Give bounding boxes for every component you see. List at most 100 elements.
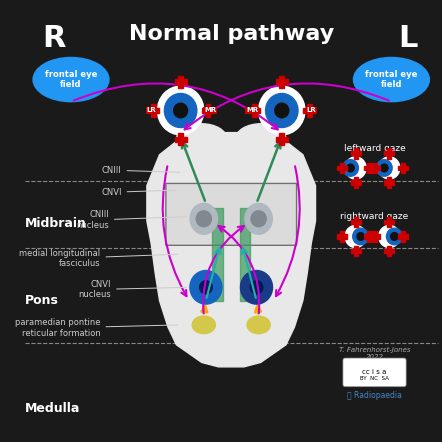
Ellipse shape [247, 316, 270, 334]
Text: CNIII
nucleus: CNIII nucleus [76, 210, 186, 230]
Bar [279, 76, 284, 88]
Circle shape [379, 157, 400, 179]
Text: CNVI: CNVI [101, 188, 176, 197]
FancyBboxPatch shape [343, 358, 406, 387]
Circle shape [381, 164, 388, 172]
Ellipse shape [176, 124, 227, 155]
Bar [354, 177, 358, 188]
Text: CNIII: CNIII [102, 166, 180, 175]
Bar [384, 249, 394, 253]
Bar [370, 166, 381, 170]
Bar [367, 231, 372, 242]
Bar [147, 108, 159, 113]
Bar [384, 220, 394, 224]
FancyBboxPatch shape [166, 183, 297, 245]
Text: rightward gaze: rightward gaze [340, 212, 409, 221]
Circle shape [259, 86, 305, 135]
Bar [276, 79, 288, 84]
Bar [351, 151, 361, 156]
Text: cc i s a: cc i s a [362, 369, 387, 375]
Text: Medulla: Medulla [25, 402, 80, 415]
Bar [339, 163, 344, 173]
Text: LR: LR [306, 107, 316, 114]
Bar [178, 76, 183, 88]
Bar [387, 246, 391, 256]
Polygon shape [147, 133, 316, 367]
Circle shape [200, 281, 212, 294]
Circle shape [345, 225, 366, 248]
Ellipse shape [236, 124, 286, 155]
Circle shape [190, 271, 222, 304]
Text: 🔵 Radiopaedia: 🔵 Radiopaedia [347, 391, 402, 400]
Bar [401, 231, 405, 242]
Bar [401, 163, 405, 173]
Bar [398, 234, 408, 239]
Text: Pons: Pons [25, 294, 58, 307]
Circle shape [353, 228, 369, 245]
Bar [337, 234, 347, 239]
Bar [307, 104, 312, 117]
Bar [151, 104, 156, 117]
Circle shape [266, 93, 298, 127]
Ellipse shape [192, 316, 215, 334]
Text: R: R [42, 24, 66, 53]
Text: MR: MR [246, 107, 259, 114]
Bar [398, 166, 408, 170]
Ellipse shape [33, 57, 109, 102]
Circle shape [157, 86, 204, 135]
Bar [354, 246, 358, 256]
Text: T. Fahrenhorst-Jones
2022: T. Fahrenhorst-Jones 2022 [339, 347, 410, 360]
Text: leftward gaze: leftward gaze [344, 144, 405, 152]
Circle shape [174, 103, 187, 118]
Bar [351, 249, 361, 253]
Circle shape [251, 211, 266, 227]
Bar [337, 166, 347, 170]
Bar [202, 108, 214, 113]
Circle shape [391, 232, 398, 240]
Bar [373, 231, 377, 242]
Text: LR: LR [146, 107, 156, 114]
Circle shape [196, 211, 211, 227]
Bar [384, 151, 394, 156]
Bar [276, 137, 288, 142]
Ellipse shape [190, 203, 217, 234]
Circle shape [357, 232, 364, 240]
Bar [387, 148, 391, 159]
Ellipse shape [354, 57, 429, 102]
Circle shape [250, 281, 263, 294]
Ellipse shape [245, 203, 272, 234]
Text: MR: MR [204, 107, 216, 114]
Text: CNVI
nucleus: CNVI nucleus [78, 280, 186, 299]
Bar [351, 180, 361, 185]
Bar [370, 234, 381, 239]
Bar [240, 208, 250, 301]
Bar [364, 166, 374, 170]
Text: medial longitudinal
fasciculus: medial longitudinal fasciculus [19, 249, 178, 268]
Circle shape [347, 164, 354, 172]
Bar [252, 104, 257, 117]
Bar [248, 108, 260, 113]
Bar [178, 133, 183, 145]
Circle shape [343, 160, 358, 176]
Text: frontal eye
field: frontal eye field [365, 70, 418, 89]
Bar [339, 231, 344, 242]
Bar [367, 163, 372, 173]
Bar [384, 180, 394, 185]
Circle shape [275, 103, 289, 118]
Circle shape [240, 271, 273, 304]
Circle shape [379, 225, 400, 248]
Bar [212, 208, 223, 301]
Text: paramedian pontine
reticular formation: paramedian pontine reticular formation [15, 318, 178, 338]
Circle shape [376, 160, 392, 176]
Bar [354, 148, 358, 159]
Text: frontal eye
field: frontal eye field [45, 70, 97, 89]
Bar [387, 217, 391, 227]
Text: Normal pathway: Normal pathway [129, 24, 334, 44]
Bar [351, 220, 361, 224]
Bar [387, 177, 391, 188]
Text: Midbrain: Midbrain [25, 217, 87, 230]
Circle shape [164, 93, 197, 127]
Circle shape [386, 228, 402, 245]
Bar [354, 217, 358, 227]
Bar [175, 137, 187, 142]
